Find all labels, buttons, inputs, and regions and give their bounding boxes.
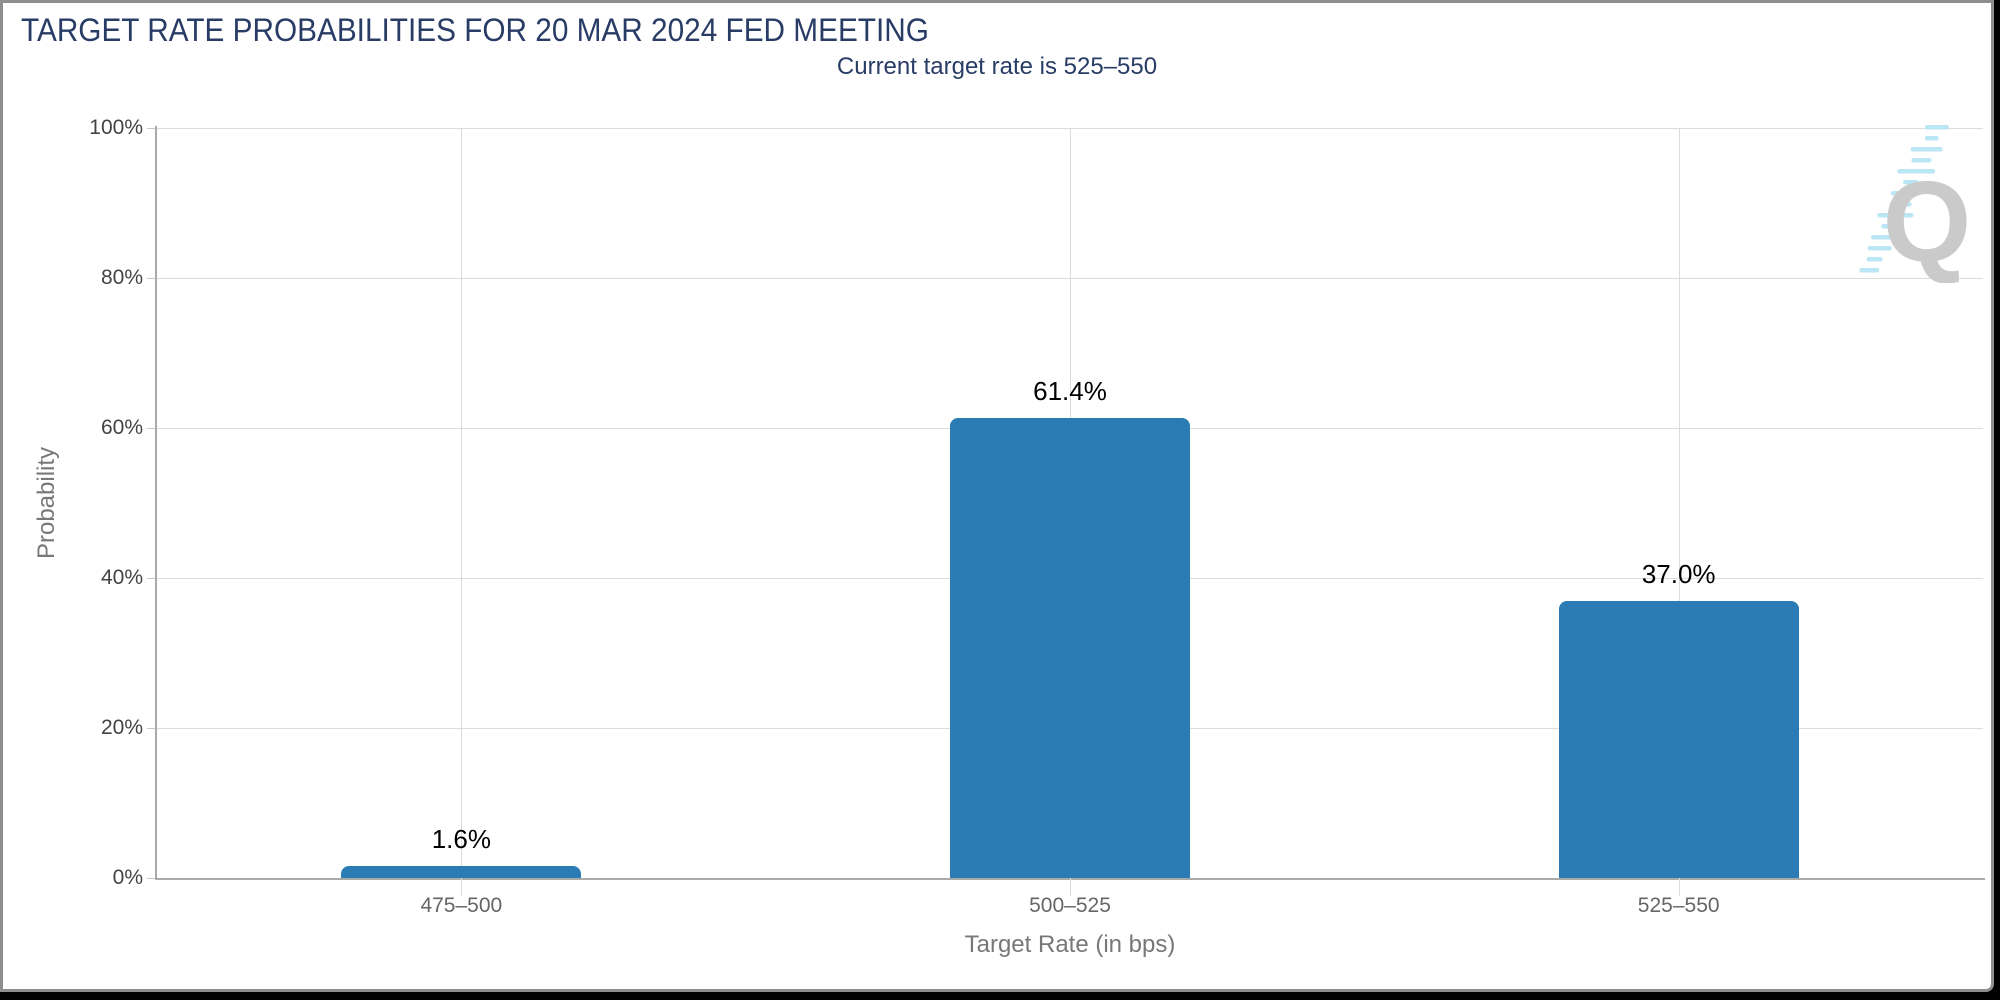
x-axis-title: Target Rate (in bps)	[964, 931, 1176, 958]
q-watermark-dash	[1924, 136, 1939, 141]
category-cell: 1.6% 475–500	[157, 128, 766, 917]
q-watermark-dash	[1867, 246, 1892, 251]
category-cell: 37.0% 525–550	[1374, 128, 1983, 917]
bar-value-label: 37.0%	[1641, 558, 1716, 589]
y-tick-label: 20%	[100, 716, 143, 739]
q-watermark-letter: Q	[1883, 159, 1972, 283]
y-axis-line	[155, 126, 157, 880]
q-watermark-dash	[1897, 169, 1936, 174]
q-watermark-dash	[1911, 158, 1932, 163]
y-tick-label: 0%	[112, 866, 143, 889]
y-tick-mark	[147, 878, 155, 879]
y-tick-label: 60%	[100, 416, 143, 439]
q-watermark-dash	[1877, 213, 1914, 218]
y-tick-mark	[147, 128, 155, 129]
y-tick-label: 40%	[100, 566, 143, 589]
bar-value-label: 1.6%	[431, 824, 491, 854]
q-watermark-dashes	[1859, 125, 1949, 273]
y-tick-label: 80%	[100, 266, 143, 289]
q-watermark-dash	[1859, 268, 1880, 273]
y-tick-mark	[147, 728, 155, 729]
y-tick-mark	[147, 578, 155, 579]
q-watermark-dash	[1866, 257, 1883, 262]
bar	[950, 417, 1190, 878]
q-watermark-dash	[1910, 147, 1943, 152]
v-gridline	[1678, 128, 1680, 896]
chart-subtitle: Current target rate is 525–550	[836, 53, 1158, 80]
q-watermark-dash	[1871, 235, 1899, 240]
category-cell: 61.4% 500–525	[766, 128, 1375, 917]
plot-area: 1.6% 475–500 61.4% 500–525 37.0% 525–550	[157, 128, 1983, 917]
y-axis-title: Probability	[33, 446, 60, 560]
v-gridline	[461, 128, 463, 896]
q-watermark-dash	[1881, 224, 1900, 229]
x-tick-label: 475–500	[420, 894, 503, 917]
x-tick-label: 525–550	[1637, 894, 1720, 917]
bar	[341, 866, 582, 878]
bar-value-label: 61.4%	[1033, 375, 1107, 406]
q-watermark-dash	[1903, 180, 1919, 185]
y-tick-label: 100%	[89, 116, 143, 139]
page-title: TARGET RATE PROBABILITIES FOR 20 MAR 202…	[21, 12, 929, 48]
y-tick-mark	[147, 428, 155, 429]
q-watermark-icon: Q	[1859, 125, 1972, 283]
bar	[1558, 600, 1799, 878]
q-watermark-dash	[1889, 202, 1912, 207]
q-watermark-dash	[1925, 125, 1949, 130]
y-tick-mark	[147, 278, 155, 279]
q-watermark-dash	[1890, 191, 1921, 196]
x-tick-label: 500–525	[1029, 894, 1111, 917]
